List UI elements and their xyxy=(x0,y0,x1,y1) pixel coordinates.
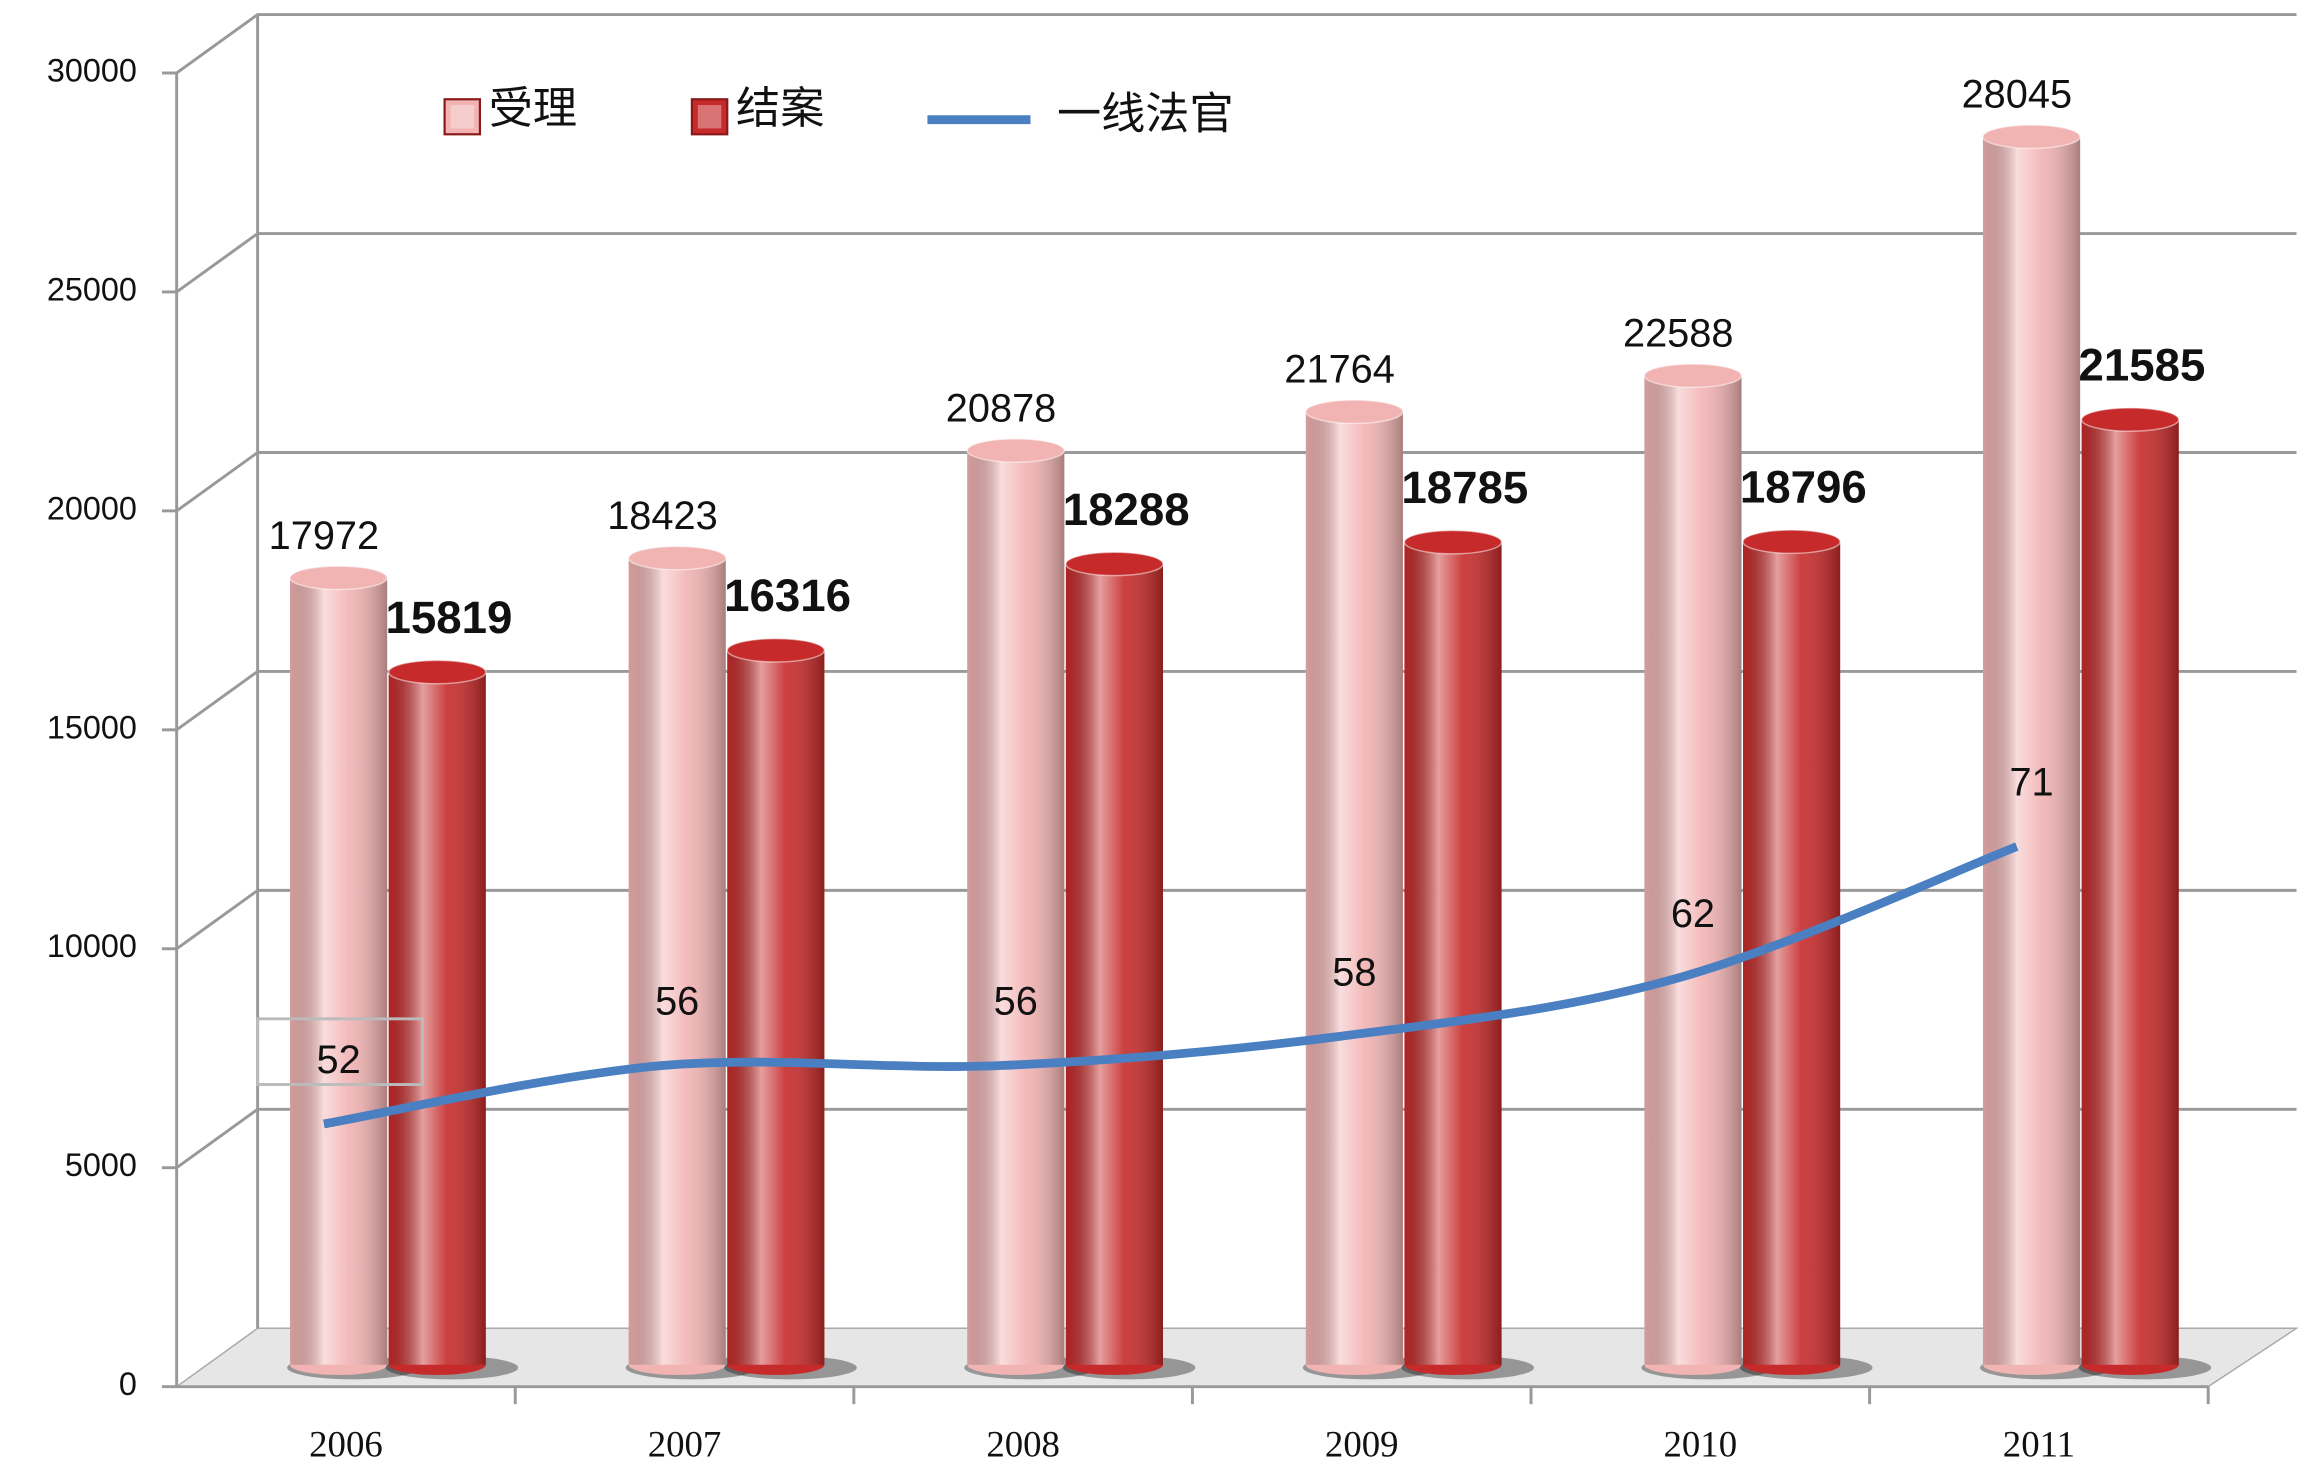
data-label: 17972 xyxy=(269,514,379,558)
floor xyxy=(174,1327,2298,1388)
data-label: 28045 xyxy=(1962,73,2072,117)
grid-line xyxy=(175,13,2297,75)
x-tick-label: 2009 xyxy=(1325,1423,1399,1464)
bar xyxy=(627,545,727,1375)
data-label: 18288 xyxy=(1063,484,1190,535)
bar xyxy=(1982,124,2081,1375)
legend-label: 一线法官 xyxy=(1057,89,1234,140)
bar-top xyxy=(1982,124,2081,150)
legend-swatch xyxy=(690,98,729,136)
data-label: 62 xyxy=(1671,892,1715,936)
bar-shade xyxy=(2081,419,2179,1365)
bar xyxy=(1065,551,1164,1375)
bar-top xyxy=(387,659,487,685)
data-label: 71 xyxy=(2009,761,2053,805)
line xyxy=(323,842,2019,1129)
bar-top xyxy=(1742,529,1841,555)
label-box xyxy=(256,1017,424,1086)
legend-swatch-shade xyxy=(697,105,722,129)
bar-top xyxy=(627,545,727,571)
bar xyxy=(966,438,1066,1375)
bar-top xyxy=(2080,407,2180,432)
data-label: 16316 xyxy=(724,570,851,621)
y-tick-label: 30000 xyxy=(47,53,137,89)
data-label: 22588 xyxy=(1623,312,1733,356)
grid-line xyxy=(175,669,2297,732)
data-label: 56 xyxy=(994,980,1038,1024)
x-tick-label: 2008 xyxy=(986,1423,1060,1464)
bar-shade xyxy=(1305,411,1403,1365)
data-label: 52 xyxy=(316,1038,360,1082)
data-label: 18423 xyxy=(607,494,717,538)
data-label: 21764 xyxy=(1284,348,1394,392)
bar xyxy=(2080,407,2180,1375)
legend-label: 受理 xyxy=(489,83,577,134)
bar-top xyxy=(966,438,1066,463)
bar-shade xyxy=(1065,563,1163,1365)
bar-top xyxy=(1643,363,1743,389)
data-label: 58 xyxy=(1332,951,1376,995)
grid-line xyxy=(175,232,2297,294)
bar-shade xyxy=(967,450,1065,1365)
bar-top xyxy=(1305,399,1404,425)
bar-top xyxy=(1065,551,1164,577)
legend-swatch xyxy=(443,98,482,136)
y-tick-label: 20000 xyxy=(47,490,137,526)
data-label: 18785 xyxy=(1401,462,1528,513)
data-label: 56 xyxy=(655,980,699,1024)
x-tick-label: 2010 xyxy=(1664,1423,1738,1464)
y-tick-label: 25000 xyxy=(47,272,137,308)
bar xyxy=(1643,363,1743,1375)
y-tick-label: 15000 xyxy=(47,709,137,745)
bar-shade xyxy=(727,650,825,1365)
x-tick-label: 2007 xyxy=(648,1423,722,1464)
bar-top xyxy=(289,565,388,591)
data-label: 20878 xyxy=(946,387,1056,431)
bar-top xyxy=(1403,529,1503,555)
y-tick-label: 0 xyxy=(119,1366,137,1402)
data-label: 18796 xyxy=(1740,462,1867,513)
x-tick-label: 2006 xyxy=(309,1423,383,1464)
grid-line xyxy=(175,1107,2297,1169)
legend-label: 结案 xyxy=(736,83,824,134)
bar xyxy=(726,637,826,1375)
y-tick-label: 5000 xyxy=(65,1147,137,1183)
grid-line xyxy=(175,888,2297,950)
grid-line xyxy=(175,451,2297,513)
bar-top xyxy=(726,637,826,663)
bar-shade xyxy=(1982,136,2081,1365)
legend-swatch-shade xyxy=(450,105,475,129)
bar-shade xyxy=(290,577,388,1365)
bar xyxy=(1305,399,1404,1375)
bar-shade xyxy=(1404,542,1502,1365)
y-tick-label: 10000 xyxy=(47,928,137,964)
bar xyxy=(289,565,388,1375)
data-label: 21585 xyxy=(2079,340,2206,391)
x-tick-label: 2011 xyxy=(2003,1423,2075,1464)
data-label: 15819 xyxy=(386,592,513,643)
bar xyxy=(1403,529,1503,1375)
bar-shade xyxy=(1644,375,1742,1365)
bar-shade xyxy=(628,558,726,1365)
